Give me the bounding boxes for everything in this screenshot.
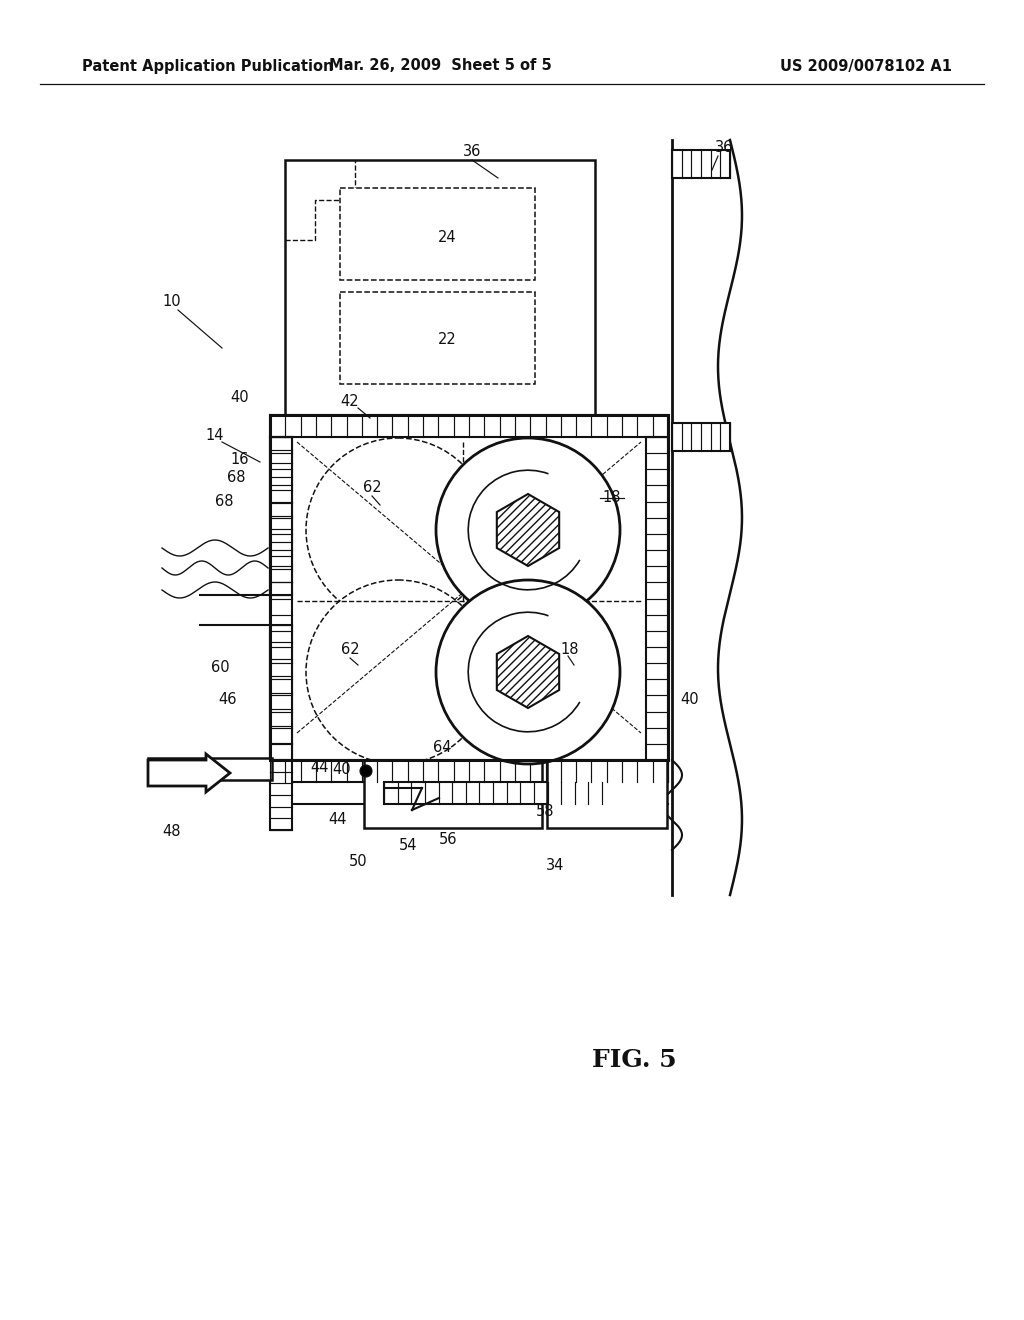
Text: 44: 44	[329, 813, 347, 828]
Text: 56: 56	[438, 833, 458, 847]
Polygon shape	[270, 624, 292, 760]
Text: 62: 62	[362, 480, 381, 495]
Polygon shape	[384, 781, 602, 804]
Circle shape	[436, 438, 620, 622]
Polygon shape	[672, 150, 730, 178]
Text: 44: 44	[310, 760, 330, 776]
Polygon shape	[270, 437, 292, 595]
Text: 64: 64	[433, 741, 452, 755]
Polygon shape	[497, 636, 559, 708]
Text: 48: 48	[163, 825, 181, 840]
Bar	[340, 187, 535, 280]
Circle shape	[306, 579, 490, 764]
Text: 50: 50	[349, 854, 368, 870]
Text: FIG. 5: FIG. 5	[592, 1048, 676, 1072]
Text: 62: 62	[341, 643, 359, 657]
Text: 18: 18	[603, 491, 622, 506]
Text: 42: 42	[341, 395, 359, 409]
Polygon shape	[646, 437, 668, 760]
Text: 36: 36	[715, 140, 733, 156]
Text: US 2009/0078102 A1: US 2009/0078102 A1	[780, 58, 952, 74]
Polygon shape	[497, 494, 559, 566]
Text: 36: 36	[463, 144, 481, 160]
Bar	[340, 292, 535, 384]
Polygon shape	[270, 760, 668, 781]
Text: 34: 34	[546, 858, 564, 873]
Text: 46: 46	[219, 693, 238, 708]
Polygon shape	[672, 422, 730, 451]
Text: 18: 18	[561, 643, 580, 657]
Text: 14: 14	[206, 428, 224, 442]
Circle shape	[306, 438, 490, 622]
Bar	[148, 758, 272, 780]
Polygon shape	[270, 437, 292, 760]
Text: 10: 10	[163, 294, 181, 309]
Text: 58: 58	[536, 804, 554, 820]
Text: 40: 40	[681, 693, 699, 708]
Circle shape	[436, 579, 620, 764]
Bar	[285, 160, 595, 414]
Text: 40: 40	[230, 391, 249, 405]
Polygon shape	[270, 414, 668, 437]
Circle shape	[360, 766, 372, 777]
Text: 60: 60	[211, 660, 229, 676]
Bar	[270, 414, 668, 760]
FancyArrow shape	[148, 754, 230, 792]
Text: 40: 40	[333, 763, 351, 777]
Polygon shape	[270, 760, 292, 830]
Text: 54: 54	[398, 837, 417, 853]
Bar	[364, 760, 542, 828]
Text: 68: 68	[226, 470, 246, 486]
Text: 68: 68	[215, 495, 233, 510]
Text: Patent Application Publication: Patent Application Publication	[82, 58, 334, 74]
Text: 16: 16	[230, 453, 249, 467]
Text: Mar. 26, 2009  Sheet 5 of 5: Mar. 26, 2009 Sheet 5 of 5	[329, 58, 551, 74]
Text: 24: 24	[437, 231, 457, 246]
Text: 22: 22	[437, 333, 457, 347]
Bar	[547, 760, 667, 828]
